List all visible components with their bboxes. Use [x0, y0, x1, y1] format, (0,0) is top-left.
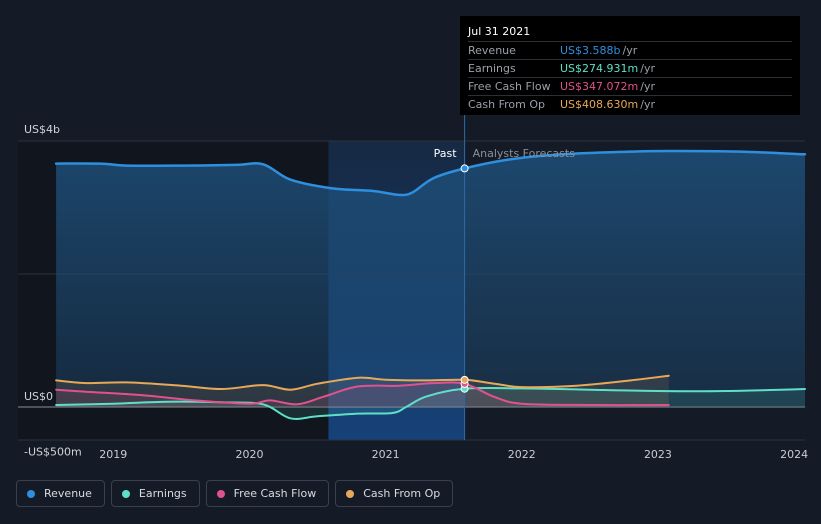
chart-legend: Revenue Earnings Free Cash Flow Cash Fro…	[16, 480, 454, 507]
forecast-label: Analysts Forecasts	[473, 147, 576, 160]
revenue-marker	[460, 164, 469, 173]
legend-dot-icon	[216, 489, 225, 498]
cash-from-op-line	[55, 374, 670, 391]
tooltip-unit: /yr	[640, 62, 655, 75]
x-tick-label: 2024	[780, 448, 808, 461]
free-cash-flow-area	[56, 382, 669, 407]
past-label: Past	[434, 147, 458, 160]
revenue-area	[56, 151, 806, 407]
y-tick-label: -US$500m	[24, 445, 82, 458]
tooltip-label: Free Cash Flow	[468, 80, 551, 93]
tooltip-date: Jul 31 2021	[468, 25, 531, 38]
x-tick-label: 2021	[372, 448, 400, 461]
legend-label: Cash From Op	[363, 487, 441, 500]
series-lines	[54, 149, 807, 420]
tooltip-value: US$347.072m	[560, 80, 639, 93]
legend-dot-icon	[346, 489, 355, 498]
free-cash-flow-line	[55, 381, 670, 407]
earnings-area	[56, 387, 806, 419]
tooltip-unit: /yr	[622, 44, 638, 57]
cash-from-op-marker	[460, 375, 469, 384]
tooltip-value: US$274.931m	[560, 62, 639, 75]
revenue-line	[54, 149, 807, 197]
data-tooltip: Jul 31 2021 Revenue US$3.588b /yr Earnin…	[460, 16, 800, 115]
tooltip-row-revenue: Revenue US$3.588b /yr	[468, 41, 792, 59]
x-tick-labels: 2019 2020 2021 2022 2023 2024	[99, 448, 808, 461]
series-areas	[56, 151, 806, 419]
tooltip-row-free-cash-flow: Free Cash Flow US$347.072m /yr	[468, 77, 792, 95]
legend-item-cash-from-op[interactable]: Cash From Op	[335, 480, 454, 507]
tooltip-row-cash-from-op: Cash From Op US$408.630m /yr	[468, 95, 792, 113]
tooltip-unit: /yr	[640, 80, 655, 93]
legend-item-free-cash-flow[interactable]: Free Cash Flow	[205, 480, 330, 507]
x-tick-label: 2019	[99, 448, 127, 461]
tooltip-row-earnings: Earnings US$274.931m /yr	[468, 59, 792, 77]
tooltip-label: Earnings	[468, 62, 516, 75]
y-tick-label: US$0	[24, 390, 53, 403]
legend-item-earnings[interactable]: Earnings	[110, 480, 200, 507]
tooltip-unit: /yr	[640, 98, 655, 111]
x-tick-label: 2023	[644, 448, 672, 461]
legend-label: Free Cash Flow	[233, 487, 317, 500]
tooltip-value: US$3.588b	[560, 44, 621, 57]
y-tick-labels: US$4b US$0 -US$500m	[24, 123, 82, 458]
tooltip-label: Cash From Op	[468, 98, 546, 111]
legend-label: Earnings	[138, 487, 187, 500]
x-tick-label: 2022	[508, 448, 536, 461]
legend-dot-icon	[121, 489, 130, 498]
x-tick-label: 2020	[235, 448, 263, 461]
tooltip-value: US$408.630m	[560, 98, 639, 111]
y-tick-label: US$4b	[24, 123, 60, 136]
legend-item-revenue[interactable]: Revenue	[16, 480, 105, 507]
tooltip-label: Revenue	[468, 44, 516, 57]
tooltip-markers	[460, 164, 469, 393]
cash-from-op-area	[56, 375, 669, 407]
legend-label: Revenue	[44, 487, 92, 500]
legend-dot-icon	[27, 489, 35, 498]
